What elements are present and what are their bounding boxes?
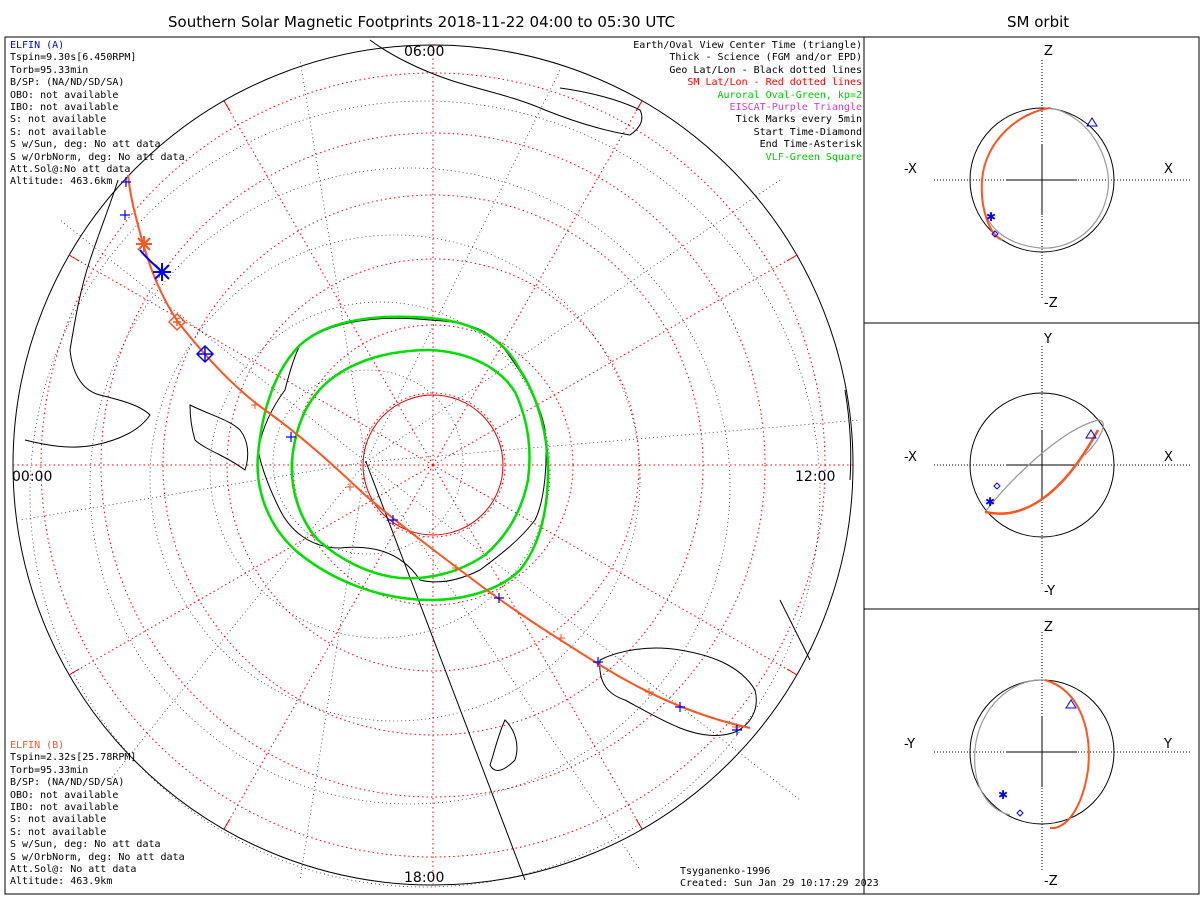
legend-item: Geo Lat/Lon - Black dotted lines: [669, 64, 862, 76]
elfin-a-line: S: not available: [10, 114, 107, 126]
elfin-b-end-asterisk: [136, 236, 152, 252]
elfin-a-line: Tspin=9.30s[6.450RPM]: [10, 52, 137, 64]
geo-latitude-circles: [29, 100, 821, 888]
svg-text:✱: ✱: [986, 210, 996, 224]
elfin-a-line: Torb=95.33min: [10, 64, 89, 76]
right-coast-2: [779, 599, 811, 661]
elfin-b-line: S w/OrbNorm, deg: No att data: [10, 851, 185, 863]
legend-item: Auroral Oval-Green, kp=2: [717, 89, 863, 101]
svg-text:✱: ✱: [985, 495, 995, 509]
elfin-b-ticks: [251, 401, 740, 731]
elfin-a-line: B/SP: (NA/ND/SD/SA): [10, 77, 125, 89]
panel3-left-label: -Y: [904, 737, 916, 752]
elfin-a-ticks: [120, 177, 742, 735]
elfin-a-start-diamond: [195, 344, 215, 364]
elfin-b-line: Torb=95.33min: [10, 764, 89, 776]
elfin-a-info: ELFIN (A) Tspin=9.30s[6.450RPM] Torb=95.…: [10, 40, 185, 189]
hour-label-left: 00:00: [12, 469, 53, 485]
antarctica-coast: [257, 317, 547, 583]
panel3-top-label: Z: [1044, 620, 1053, 635]
elfin-b-line: S: not available: [10, 814, 107, 826]
south-america-coast: [24, 179, 151, 448]
legend-item: Start Time-Diamond: [753, 126, 862, 138]
elfin-b-line: B/SP: (NA/ND/SD/SA): [10, 777, 125, 789]
orbit-panel-3: ✱: [934, 632, 1190, 872]
legend-item: SM Lat/Lon - Red dotted lines: [687, 77, 862, 89]
elfin-b-line: IBO: not available: [10, 802, 119, 814]
elfin-a-title: ELFIN (A): [10, 40, 65, 51]
new-zealand-coast: [489, 719, 518, 771]
created-label: Created: Sun Jan 29 10:17:29 2023: [680, 878, 879, 889]
elfin-a-line: S w/Sun, deg: No att data: [10, 139, 161, 151]
hour-label-bottom: 18:00: [404, 870, 445, 886]
orbit-panel-title: SM orbit: [1007, 13, 1070, 31]
panel2-right-label: X: [1164, 450, 1173, 465]
elfin-a-line: S: not available: [10, 126, 107, 138]
panel1-bottom-label: -Z: [1044, 296, 1058, 311]
elfin-b-track: [127, 174, 751, 729]
africa-coast: [369, 39, 643, 136]
panel3-bottom-label: -Z: [1044, 874, 1058, 889]
plot-title: Southern Solar Magnetic Footprints 2018-…: [168, 13, 676, 31]
elfin-a-line: IBO: not available: [10, 102, 119, 114]
elfin-b-line: Att.Sol@: No att data: [10, 864, 137, 876]
elfin-b-line: S: not available: [10, 826, 107, 838]
orbit-frame: [863, 36, 1200, 895]
panel1-right-label: X: [1164, 162, 1173, 177]
orbit-panel-2: ✱: [934, 346, 1190, 584]
elfin-b-start-diamond: [167, 312, 187, 332]
panel1-top-label: Z: [1044, 44, 1053, 59]
right-coast: [844, 389, 852, 481]
hour-label-right: 12:00: [795, 469, 836, 485]
australia-coast: [599, 647, 757, 736]
auroral-oval-outer: [256, 315, 550, 602]
elfin-a-line: Altitude: 463.6km: [10, 176, 113, 188]
legend-item: VLF-Green Square: [765, 151, 862, 163]
svg-text:✱: ✱: [998, 788, 1008, 802]
elfin-b-line: Tspin=2.32s[25.78RPM]: [10, 752, 137, 764]
geo-meridian-line: [365, 461, 526, 881]
legend-item: Thick - Science (FGM and/or EPD): [669, 52, 862, 64]
legend-item: Earth/Oval View Center Time (triangle): [633, 40, 862, 51]
elfin-a-line: Att.Sol@:No att data: [10, 164, 131, 176]
legend: Earth/Oval View Center Time (triangle) Th…: [633, 40, 862, 164]
panel1-left-label: -X: [904, 162, 917, 177]
elfin-b-line: Altitude: 463.9km: [10, 876, 113, 888]
legend-item: End Time-Asterisk: [759, 139, 862, 151]
panel3-right-label: Y: [1164, 737, 1172, 752]
elfin-b-title: ELFIN (B): [10, 740, 65, 751]
hour-label-top: 06:00: [404, 44, 445, 60]
elfin-a-line: OBO: not available: [10, 89, 119, 101]
elfin-a-line: S w/OrbNorm, deg: No att data: [10, 151, 185, 163]
auroral-oval-inner: [290, 348, 531, 580]
panel2-bottom-label: -Y: [1044, 584, 1056, 599]
legend-item: EISCAT-Purple Triangle: [729, 102, 862, 114]
elfin-b-info: ELFIN (B) Tspin=2.32s[25.78RPM] Torb=95.…: [10, 740, 185, 889]
model-label: Tsyganenko-1996: [680, 866, 771, 877]
peninsula-coast: [189, 404, 249, 471]
panel2-left-label: -X: [904, 450, 917, 465]
elfin-a-end-asterisk: [153, 263, 171, 281]
orbit-panel-1: ✱: [934, 60, 1190, 300]
legend-item: Tick Marks every 5min: [735, 114, 862, 126]
geo-longitude-lines: [19, 59, 861, 881]
sm-pole-circle: [362, 394, 504, 536]
elfin-b-line: OBO: not available: [10, 789, 119, 801]
elfin-b-line: S w/Sun, deg: No att data: [10, 839, 161, 851]
panel2-top-label: Y: [1044, 332, 1052, 347]
